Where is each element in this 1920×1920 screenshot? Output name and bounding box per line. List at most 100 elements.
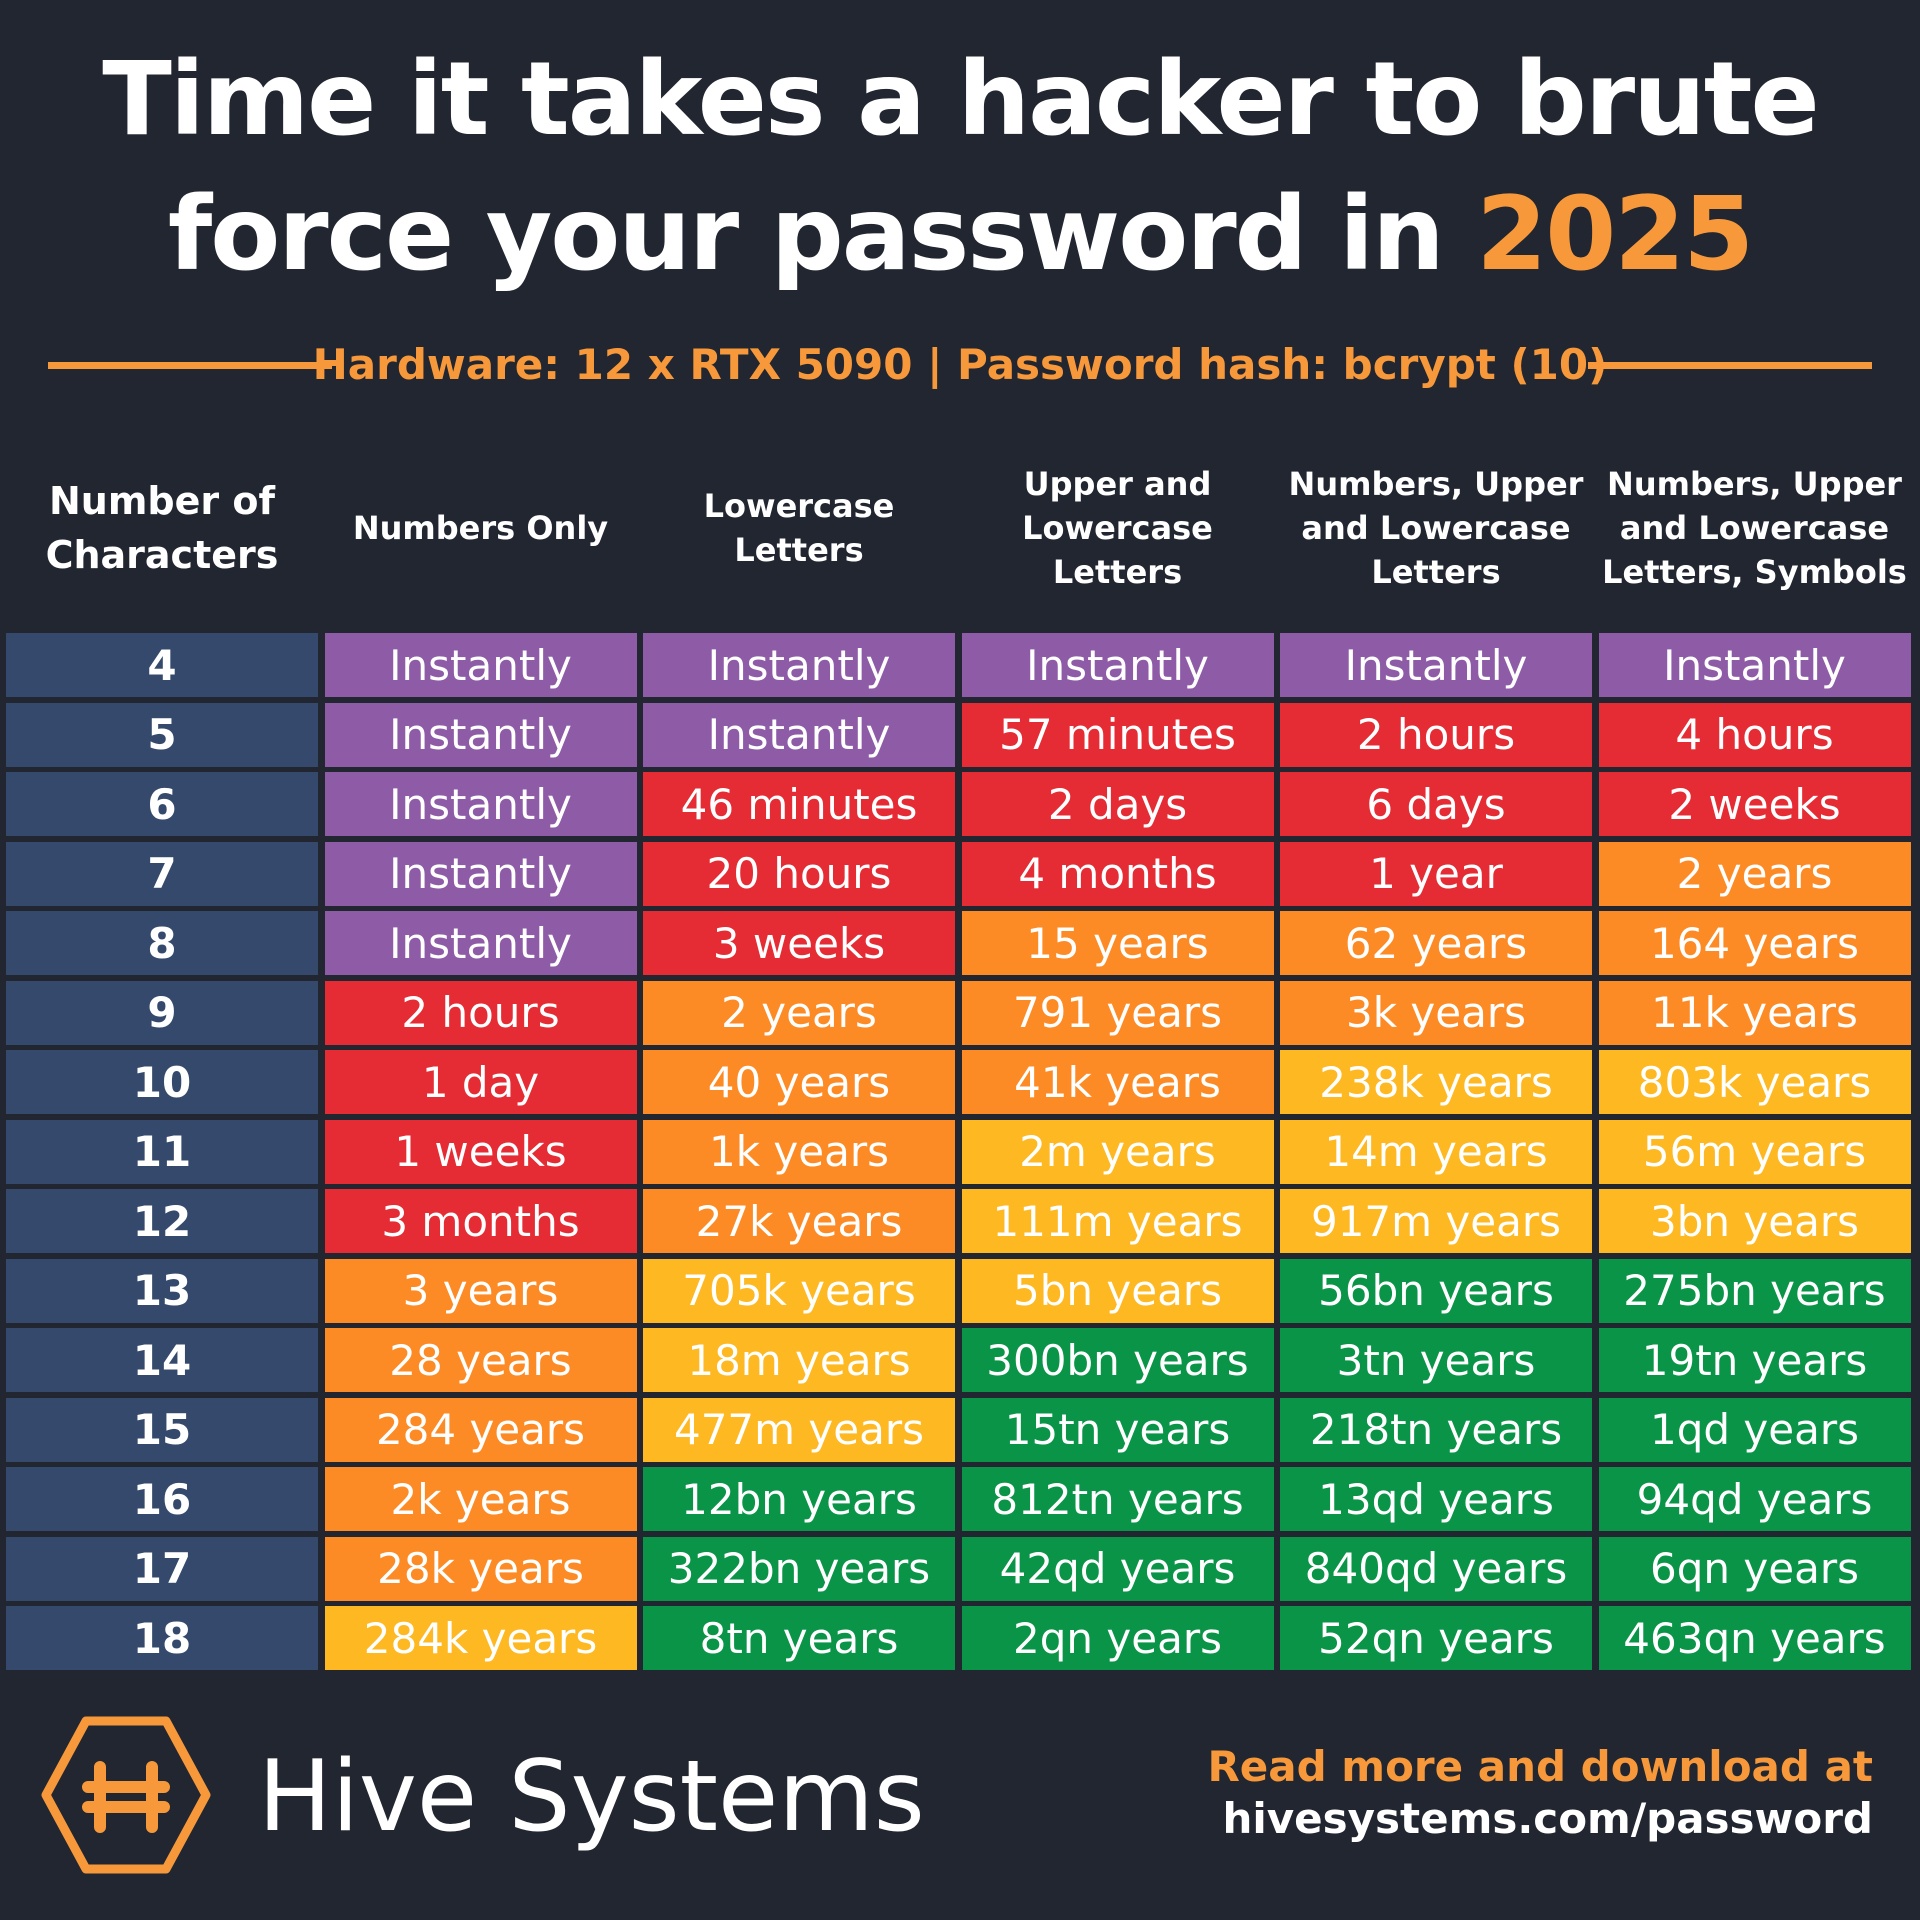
cell: 3 years [324,1258,637,1323]
cell: 62 years [1280,911,1592,975]
cell: 1 day [324,1050,637,1114]
title-line: force your password in 2025 [0,175,1920,294]
cell: 803k years [1598,1050,1911,1114]
cell: 463qn years [1598,1606,1911,1670]
cell: 46 minutes [643,772,955,836]
column-header: Numbers, Upper and Lowercase Letters [1277,455,1595,600]
cell: 3 months [324,1189,637,1253]
cell: Instantly [324,633,637,697]
cell: 705k years [643,1258,955,1323]
header-line: Letters [1371,552,1501,591]
row-header: 8 [6,911,318,975]
cell: 322bn years [643,1536,955,1601]
cell: 3bn years [1598,1189,1911,1253]
cell: 917m years [1280,1189,1592,1253]
cell: 284k years [324,1606,637,1670]
row-header: 13 [6,1258,318,1323]
cell: 2 weeks [1598,772,1911,836]
cell: 2 days [961,772,1274,836]
column-header: Number of Characters [3,455,321,600]
row-header: 10 [6,1050,318,1114]
row-header: 5 [6,702,318,767]
column-header: Numbers, Upper and Lowercase Letters, Symb… [1596,455,1914,600]
cell: 218tn years [1280,1397,1592,1462]
row-header: 12 [6,1189,318,1253]
cell: 13qd years [1280,1467,1592,1531]
cell: 57 minutes [961,702,1274,767]
cell: 56m years [1598,1119,1911,1184]
row-header: 14 [6,1328,318,1392]
logo [41,1716,211,1874]
cell: 15tn years [961,1397,1274,1462]
row-header: 17 [6,1536,318,1601]
title-line: Time it takes a hacker to brute [102,40,1819,159]
cell: 2 years [643,980,955,1045]
column-header: Numbers Only [322,455,640,600]
header-line: Upper and [1023,464,1212,503]
cell: 28 years [324,1328,637,1392]
cell: 52qn years [1280,1606,1592,1670]
cell: 840qd years [1280,1536,1592,1601]
cell: 300bn years [961,1328,1274,1392]
row-header: 16 [6,1467,318,1531]
header-line: Numbers, Upper [1288,464,1584,503]
cell: 5bn years [961,1258,1274,1323]
title-highlight: 2025 [1476,175,1754,294]
cell: 4 hours [1598,702,1911,767]
cell: Instantly [1598,633,1911,697]
cta: Read more and download at [1207,1742,1873,1791]
cell: 791 years [961,980,1274,1045]
row-header: 9 [6,980,318,1045]
cell: 1k years [643,1119,955,1184]
cell: 284 years [324,1397,637,1462]
cell: 11k years [1598,980,1911,1045]
cell: 3 weeks [643,911,955,975]
cell: 6 days [1280,772,1592,836]
cell: 2 years [1598,841,1911,906]
cell: 1 weeks [324,1119,637,1184]
cell: 20 hours [643,841,955,906]
row-header: 7 [6,841,318,906]
cell: 812tn years [961,1467,1274,1531]
cell: 42qd years [961,1536,1274,1601]
row-header: 6 [6,772,318,836]
row-header: 18 [6,1606,318,1670]
cell: 94qd years [1598,1467,1911,1531]
row-header: 4 [6,633,318,697]
cell: Instantly [324,772,637,836]
cell: 2m years [961,1119,1274,1184]
cell: 1qd years [1598,1397,1911,1462]
header-line: Characters [45,532,279,577]
divider [48,362,332,369]
cell: 40 years [643,1050,955,1114]
cell: 14m years [1280,1119,1592,1184]
header-line: Numbers Only [352,508,609,547]
header-line: Numbers, Upper [1607,464,1902,503]
cell: 6qn years [1598,1536,1911,1601]
header-line: Lowercase [703,486,895,525]
cell: 3k years [1280,980,1592,1045]
cell: 8tn years [643,1606,955,1670]
header-line: Letters [1052,552,1183,591]
cell: 238k years [1280,1050,1592,1114]
cell: 2qn years [961,1606,1274,1670]
cell: 12bn years [643,1467,955,1531]
header-line: Number of [48,478,276,523]
cell: Instantly [961,633,1274,697]
title-text: force your password in [167,175,1445,294]
cell: 477m years [643,1397,955,1462]
cell: Instantly [324,911,637,975]
header-line: and Lowercase [1619,508,1890,547]
header-line: Lowercase [1022,508,1213,547]
cell: 1 year [1280,841,1592,906]
cell: 56bn years [1280,1258,1592,1323]
cell: 28k years [324,1536,637,1601]
subtitle: Hardware: 12 x RTX 5090 | Password hash:… [312,340,1608,389]
cell: Instantly [643,702,955,767]
cell: Instantly [324,841,637,906]
cell: 27k years [643,1189,955,1253]
cell: 2 hours [324,980,637,1045]
cell: 41k years [961,1050,1274,1114]
row-header: 11 [6,1119,318,1184]
column-header: Upper and Lowercase Letters [959,455,1277,600]
